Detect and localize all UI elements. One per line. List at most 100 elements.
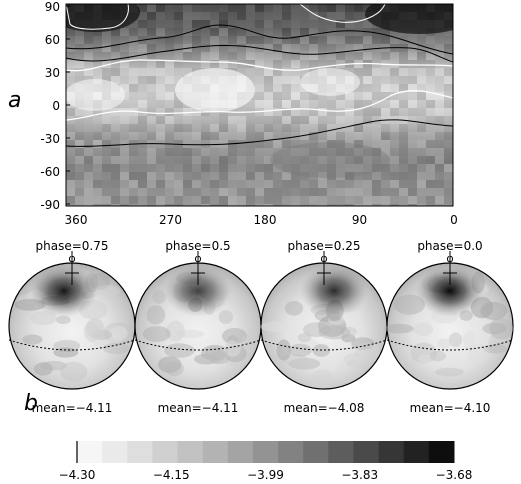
globe-patch [56, 315, 71, 325]
y-tick-label: -60 [40, 165, 60, 179]
x-tick-label: 0 [450, 213, 458, 227]
globe-patch [393, 294, 425, 315]
globe-patch [384, 323, 414, 334]
panel-a-label: a [8, 88, 21, 113]
equator-line [386, 339, 514, 351]
y-tick-label: 30 [45, 66, 60, 80]
globe-patch [226, 335, 239, 353]
colorbar-swatch [177, 441, 204, 463]
globe-patch [482, 322, 507, 335]
globe-patch [109, 325, 128, 341]
globe-patch [83, 321, 100, 342]
phase-label: phase=0.25 [288, 239, 361, 253]
polar-spot [416, 265, 484, 317]
globe-patch [482, 344, 508, 354]
panel-b-label: b [24, 391, 38, 416]
y-tick-label: 0 [52, 99, 60, 113]
mean-label: mean=−4.11 [32, 401, 113, 415]
globe-patch [488, 332, 509, 355]
globe-row: φphase=0.75mean=−4.11φphase=0.5mean=−4.1… [8, 239, 514, 415]
polar-spot [164, 265, 232, 317]
globe-patch [281, 354, 309, 365]
x-axis-ticks: 360 270 180 90 0 [65, 213, 458, 227]
globe-patch [417, 354, 438, 364]
mean-label: mean=−4.08 [284, 401, 365, 415]
colorbar-tick-label: −3.99 [247, 468, 284, 482]
globe-patch [288, 343, 312, 357]
globe-patch [164, 343, 195, 358]
globe-patch [311, 369, 334, 389]
globe-patch [102, 342, 130, 355]
globe-patch [142, 326, 171, 342]
globe-patch [59, 361, 88, 382]
globe-patch [354, 342, 381, 362]
pole-symbol: φ [446, 252, 453, 265]
colorbar-swatch [328, 441, 354, 463]
globe-patch [92, 329, 113, 341]
y-tick-label: -90 [40, 198, 60, 212]
mean-label: mean=−4.11 [158, 401, 239, 415]
globe-patch [435, 367, 464, 377]
panel-a: a 90 60 30 0 -30 -60 -90 360 270 180 90 0 [8, 0, 458, 227]
globe-patch [284, 300, 304, 316]
colorbar-tick-label: −4.30 [59, 468, 96, 482]
globe-patch [241, 333, 254, 350]
phase-label: phase=0.0 [417, 239, 482, 253]
globe-patch [437, 338, 452, 349]
globe-patch [152, 290, 166, 304]
globe-patch [208, 350, 231, 365]
pole-symbol: φ [68, 252, 75, 265]
globe-patch [40, 360, 67, 371]
globe-patch [94, 285, 121, 297]
phase-label: phase=0.5 [165, 239, 230, 253]
globe-patch [448, 332, 463, 347]
colorbar-swatch [152, 441, 179, 463]
globe-patch [318, 315, 347, 337]
globe-patch [224, 344, 247, 363]
globe-patch [103, 322, 133, 345]
globe-patch [341, 333, 356, 343]
globe-patch [462, 330, 476, 349]
globe-patch [53, 339, 81, 353]
globe-patch [297, 332, 312, 343]
globe-patch [166, 320, 185, 342]
globe-patch [318, 325, 351, 340]
globe-patch [225, 354, 239, 366]
pole-symbol: φ [320, 252, 327, 265]
y-axis-ticks: 90 60 30 0 -30 -60 -90 [40, 0, 70, 212]
colorbar-swatch [202, 441, 229, 463]
colorbar-swatch [77, 441, 103, 463]
globe-patch [22, 334, 43, 345]
x-tick-label: 360 [65, 213, 88, 227]
globe-patch [91, 328, 123, 349]
pole-symbol: φ [194, 252, 201, 265]
globe-patch [193, 353, 219, 365]
globe-patch [413, 322, 434, 337]
globe-patch [53, 347, 79, 358]
equator-line [8, 339, 136, 351]
equator-line [134, 339, 262, 351]
colorbar-swatch [428, 441, 455, 463]
map-image [66, 4, 453, 206]
globe-patch [16, 294, 36, 311]
globe-patch [203, 348, 228, 364]
colorbar-labels: −4.30 −4.15 −3.99 −3.83 −3.68 [59, 468, 473, 482]
colorbar-swatches [76, 441, 455, 463]
colorbar-tick-label: −3.83 [341, 468, 378, 482]
globe-patch [480, 301, 508, 320]
x-tick-label: 270 [159, 213, 182, 227]
x-tick-label: 180 [254, 213, 277, 227]
equator-line [260, 339, 388, 351]
phase-label: phase=0.75 [36, 239, 109, 253]
colorbar-swatch [252, 441, 279, 463]
colorbar-swatch [303, 441, 329, 463]
globe-patch [489, 317, 514, 340]
globe-patch [201, 344, 229, 361]
colorbar-swatch [227, 441, 254, 463]
globe-patch [221, 328, 248, 345]
